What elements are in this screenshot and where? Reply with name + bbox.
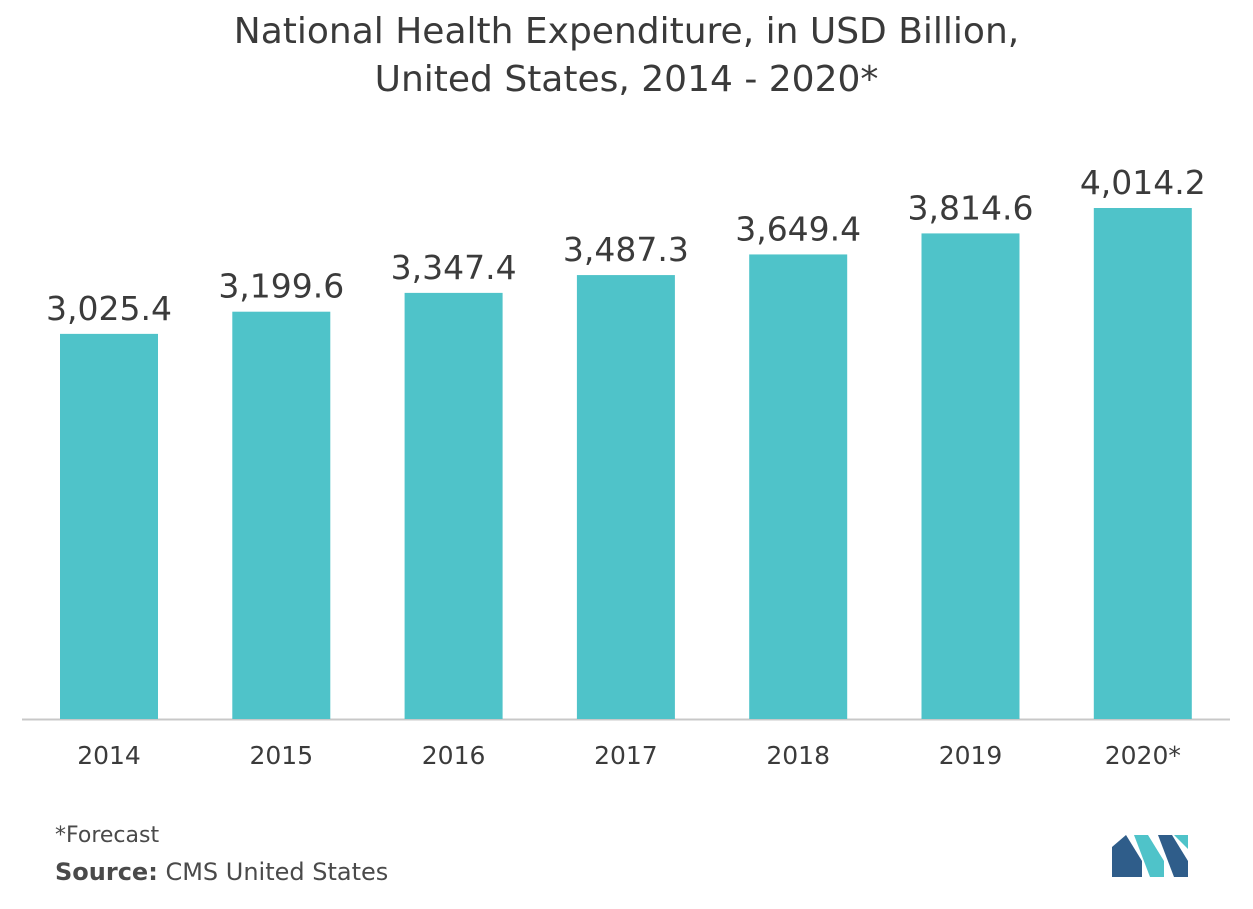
x-tick-label-2020: 2020*	[1105, 741, 1181, 770]
source-note: Source: CMS United States	[55, 858, 388, 886]
bar-2015	[232, 311, 331, 719]
x-tick-label-2018: 2018	[766, 741, 830, 770]
source-label: Source:	[55, 858, 158, 886]
source-value: CMS United States	[165, 858, 389, 886]
data-label-2018: 3,649.4	[735, 209, 861, 248]
bar-chart: 3,025.4 2014 3,199.6 2015 3,347.4 2016 3,487.3…	[22, 163, 1230, 770]
chart-title-line-2: United States, 2014 - 2020*	[374, 59, 879, 100]
chart-title: National Health Expenditure, in USD Bill…	[0, 8, 1253, 104]
bar-2020	[1093, 208, 1192, 719]
bar-2014	[60, 333, 158, 719]
forecast-footnote: *Forecast	[55, 823, 160, 848]
x-tick-label-2015: 2015	[249, 741, 313, 770]
bar-2018	[749, 254, 848, 719]
bar-2017	[576, 275, 675, 719]
x-tick-label-2016: 2016	[422, 741, 486, 770]
x-tick-label-2019: 2019	[939, 741, 1003, 770]
data-label-2014: 3,025.4	[46, 289, 172, 328]
chart-title-line-1: National Health Expenditure, in USD Bill…	[233, 11, 1020, 52]
x-tick-label-2017: 2017	[594, 741, 658, 770]
data-label-2019: 3,814.6	[908, 188, 1034, 227]
data-label-2015: 3,199.6	[218, 267, 344, 306]
mordor-intelligence-logo-icon	[1112, 835, 1188, 877]
bar-2019	[921, 233, 1020, 720]
data-label-2017: 3,487.3	[563, 230, 689, 269]
x-tick-label-2014: 2014	[77, 741, 141, 770]
data-label-2020: 4,014.2	[1080, 163, 1206, 202]
data-label-2016: 3,347.4	[391, 248, 517, 287]
bar-2016	[404, 292, 503, 719]
